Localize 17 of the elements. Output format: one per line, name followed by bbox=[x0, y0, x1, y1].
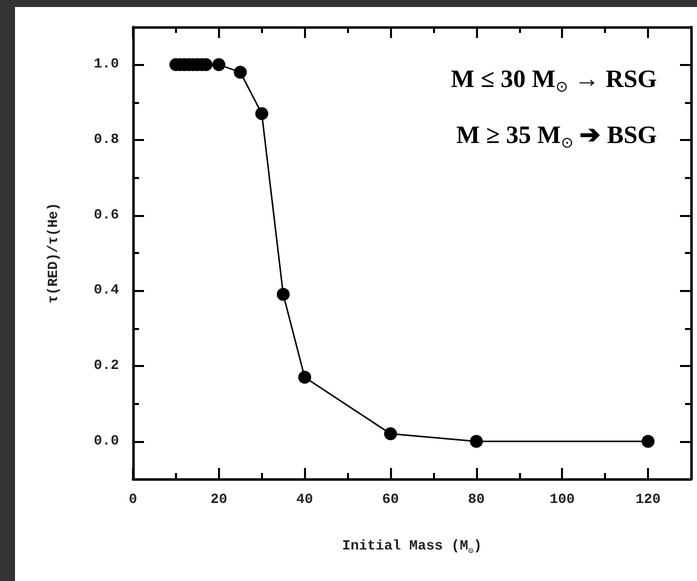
y-tick-label: 0.8 bbox=[94, 132, 119, 148]
x-tick-label: 60 bbox=[382, 492, 399, 508]
x-tick-label: 80 bbox=[468, 492, 485, 508]
annotation: M ≥ 35 M⊙ ➔ BSG bbox=[456, 122, 658, 152]
x-axis-title: Initial Mass (M⊙) bbox=[342, 538, 482, 556]
x-tick-label: 120 bbox=[635, 492, 661, 508]
x-tick-label: 20 bbox=[210, 492, 228, 508]
x-tick-label: 40 bbox=[296, 492, 314, 508]
y-tick-label: 1.0 bbox=[94, 56, 119, 73]
y-tick-label: 0.6 bbox=[94, 207, 119, 224]
y-tick-label: 0.4 bbox=[94, 282, 119, 299]
y-tick-label: 0.2 bbox=[94, 358, 119, 374]
x-tick-label: 0 bbox=[128, 492, 138, 508]
y-axis-title: τ(RED)/τ(He) bbox=[46, 202, 62, 304]
x-tick-label: 100 bbox=[550, 492, 575, 508]
annotation: M ≤ 30 M⊙ → RSG bbox=[450, 66, 657, 96]
y-tick-label: 0.0 bbox=[94, 433, 119, 450]
